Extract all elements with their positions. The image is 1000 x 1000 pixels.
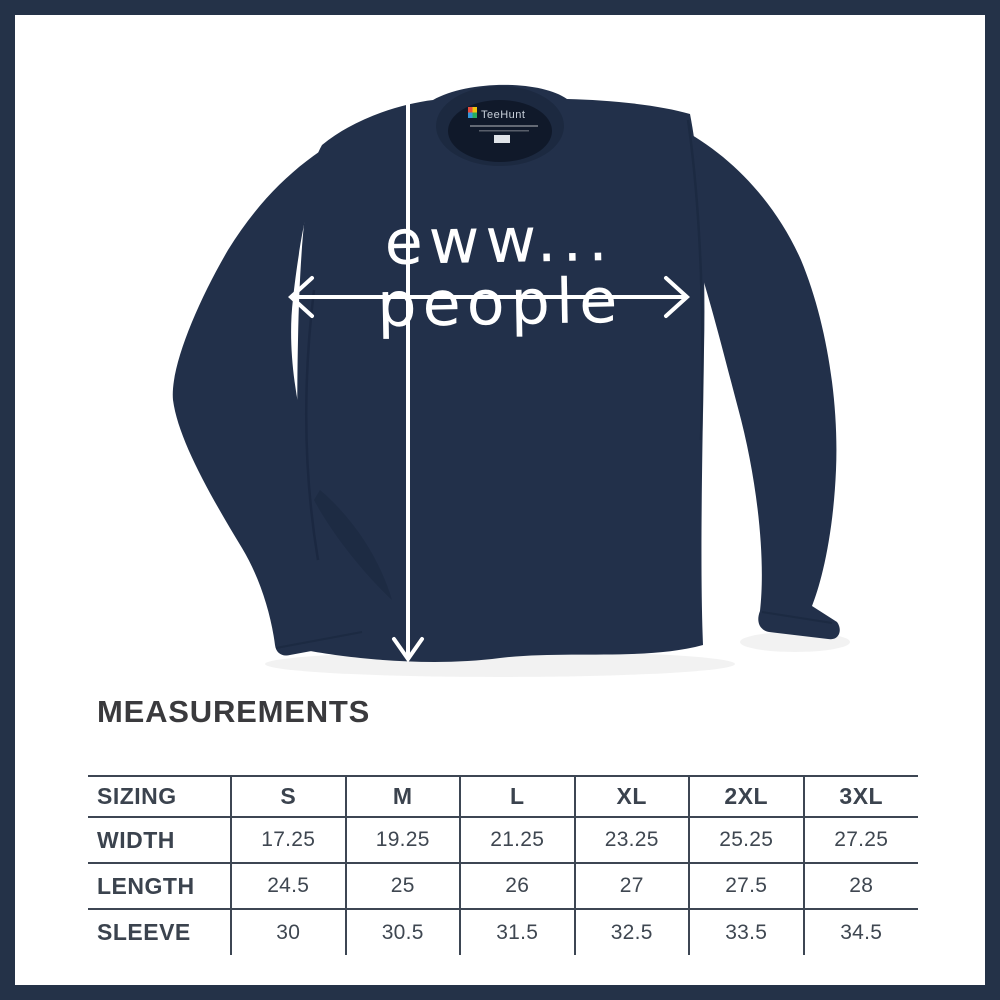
- row-label-width: WIDTH: [97, 826, 175, 853]
- width-2xl: 25.25: [688, 817, 804, 863]
- sleeve-m: 30.5: [344, 909, 460, 955]
- wrinkle-shade: [314, 490, 392, 600]
- header-sizing: SIZING: [97, 783, 177, 809]
- right-armhole-seam: [686, 119, 704, 441]
- sleeve-l: 31.5: [459, 909, 575, 955]
- brand-logo-icon: [472, 112, 477, 118]
- length-xl: 27: [573, 863, 689, 909]
- sleeve-s: 30: [230, 909, 346, 955]
- length-arrow: [392, 69, 424, 663]
- shirt-left-sleeve: [172, 108, 430, 656]
- sizing-table: SIZING S M L XL 2XL 3XL WIDTH 17.25 19.2…: [88, 775, 918, 955]
- width-m: 19.25: [344, 817, 460, 863]
- sleeve-3xl: 34.5: [802, 909, 918, 955]
- size-tag: [494, 135, 510, 143]
- header-size-s: S: [230, 776, 346, 817]
- width-3xl: 27.25: [802, 817, 918, 863]
- brand-logo-icon: [468, 107, 473, 113]
- length-l: 26: [459, 863, 575, 909]
- table-row-width: WIDTH 17.25 19.25 21.25 23.25 25.25 27.2…: [88, 817, 918, 863]
- table-row-sleeve: SLEEVE 30 30.5 31.5 32.5 33.5 34.5: [88, 909, 918, 955]
- shirt-right-sleeve: [600, 105, 840, 640]
- sleeve-2xl: 33.5: [688, 909, 804, 955]
- table-row-length: LENGTH 24.5 25 26 27 27.5 28: [88, 863, 918, 909]
- length-m: 25: [344, 863, 460, 909]
- shirt-photo: TeeHunt eww... people: [172, 69, 850, 677]
- row-label-sleeve: SLEEVE: [97, 919, 191, 945]
- left-cuff-fold: [275, 631, 363, 649]
- length-s: 24.5: [230, 863, 346, 909]
- right-cuff-fold: [761, 611, 833, 624]
- shirt-print: eww... people: [377, 202, 624, 341]
- shirt-print-line2: people: [377, 264, 624, 341]
- brand-name: TeeHunt: [481, 109, 525, 121]
- length-3xl: 28: [802, 863, 918, 909]
- row-label-length: LENGTH: [97, 872, 195, 899]
- length-2xl: 27.5: [688, 863, 804, 909]
- brand-logo-icon: [468, 112, 473, 118]
- shirt-print-line1: eww...: [384, 202, 614, 279]
- measurements-title: MEASUREMENTS: [97, 694, 371, 729]
- header-size-2xl: 2XL: [688, 776, 804, 817]
- header-size-l: L: [459, 776, 575, 817]
- brand-logo-icon: [472, 107, 477, 113]
- width-l: 21.25: [459, 817, 575, 863]
- label-fine-print: [479, 130, 529, 132]
- width-s: 17.25: [230, 817, 346, 863]
- header-size-3xl: 3XL: [802, 776, 918, 817]
- table-header-row: SIZING S M L XL 2XL 3XL: [88, 776, 918, 817]
- width-xl: 23.25: [573, 817, 689, 863]
- header-size-xl: XL: [573, 776, 689, 817]
- width-arrow: [288, 276, 690, 318]
- shirt-body: [297, 84, 705, 662]
- label-fine-print: [470, 125, 538, 127]
- header-size-m: M: [344, 776, 460, 817]
- neck-label: TeeHunt: [468, 107, 538, 143]
- left-armhole-seam: [304, 289, 320, 561]
- sleeve-xl: 32.5: [573, 909, 689, 955]
